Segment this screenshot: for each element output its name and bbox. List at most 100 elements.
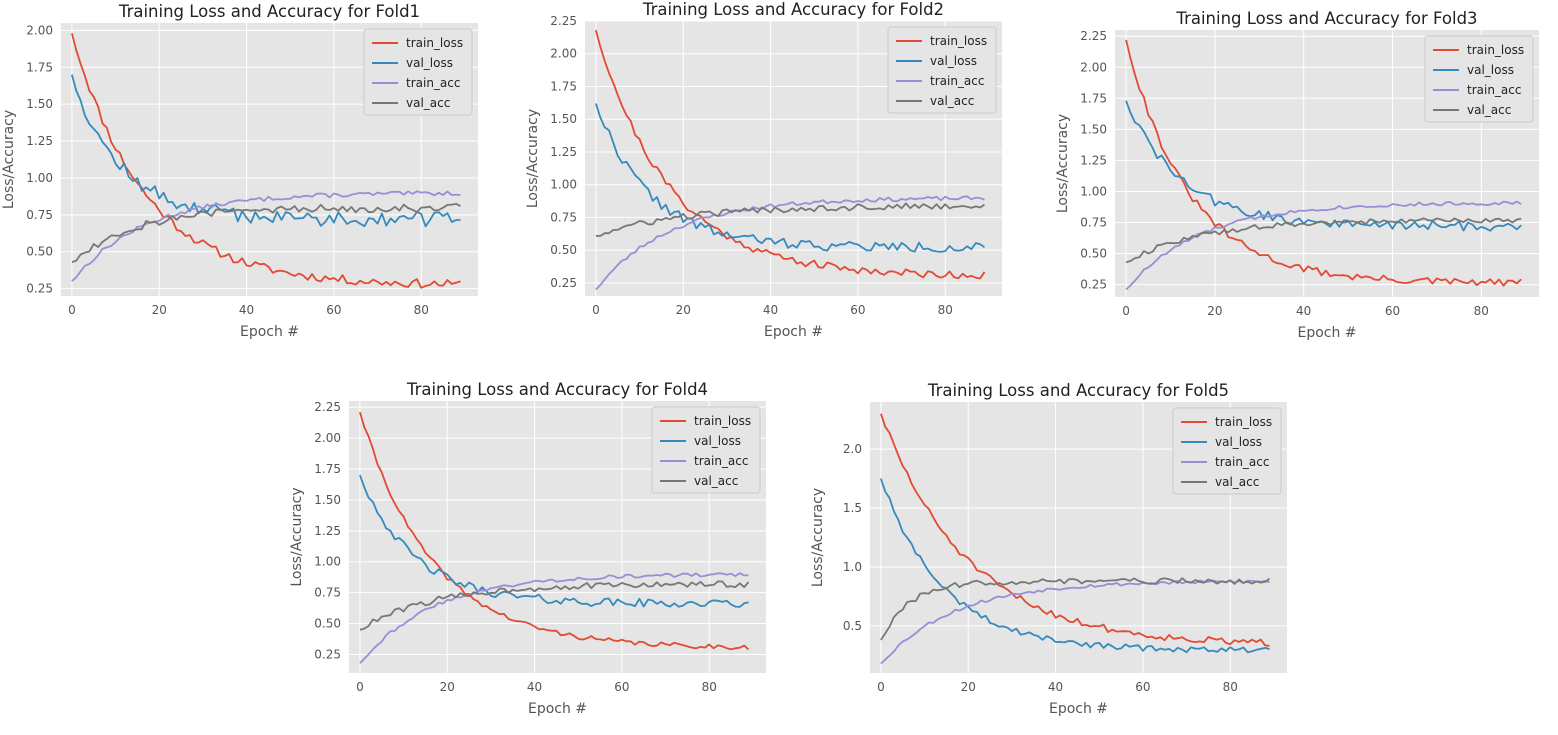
series-line-train-acc (71, 190, 461, 282)
x-tick-label: 60 (1385, 304, 1400, 318)
chart-title: Training Loss and Accuracy for Fold2 (642, 0, 944, 19)
chart-title: Training Loss and Accuracy for Fold1 (118, 2, 420, 21)
legend-entry: val_loss (1467, 63, 1514, 77)
x-axis-label: Epoch # (764, 324, 823, 340)
legend-entry: train_loss (1215, 415, 1272, 429)
x-tick-label: 20 (440, 680, 455, 694)
y-tick-label: 1.50 (1080, 122, 1107, 136)
legend-entry: val_acc (406, 96, 450, 110)
x-tick-label: 60 (1135, 680, 1150, 694)
legend-entry: val_acc (1215, 475, 1259, 489)
y-axis-label: Loss/Accuracy (1055, 114, 1071, 213)
y-tick-label: 0.50 (550, 243, 577, 257)
chart-fold-1: 0 20 40 60 80 0.25 0.50 0.75 1.00 1.25 1.50 1.75 2.0… (1, 2, 478, 340)
x-tick-label: 40 (527, 680, 542, 694)
series-line-val-loss (359, 474, 749, 608)
x-tick-label: 40 (1048, 680, 1063, 694)
chart-fold-3: 0 20 40 60 80 0.25 0.50 0.75 1.00 1.25 1.50 1.75 2.0… (1055, 9, 1539, 341)
y-tick-label: 1.75 (550, 79, 577, 93)
series-line-train-acc (595, 195, 985, 291)
x-tick-label: 60 (326, 303, 341, 317)
legend-entry: train_acc (1215, 455, 1269, 469)
y-tick-label: 1.25 (1080, 153, 1107, 167)
y-axis-label: Loss/Accuracy (525, 109, 541, 208)
y-tick-label: 2.25 (314, 400, 341, 414)
legend-entry: train_acc (930, 74, 984, 88)
y-tick-label: 1.00 (314, 555, 341, 569)
legend-entry: train_acc (694, 454, 748, 468)
y-tick-label: 2.00 (314, 431, 341, 445)
y-tick-label: 1.0 (843, 560, 862, 574)
legend-entry: train_loss (1467, 43, 1524, 57)
legend-entry: val_acc (694, 474, 738, 488)
y-tick-label: 2.25 (550, 14, 577, 28)
y-tick-label: 0.75 (314, 586, 341, 600)
series-line-val-loss (71, 74, 461, 228)
series-line-val-acc (880, 577, 1271, 641)
y-tick-label: 1.00 (26, 171, 53, 185)
x-tick-label: 20 (961, 680, 976, 694)
x-tick-label: 0 (877, 680, 885, 694)
y-tick-label: 1.00 (1080, 184, 1107, 198)
x-tick-label: 20 (676, 303, 691, 317)
y-tick-label: 1.75 (314, 462, 341, 476)
legend-entry: val_loss (930, 54, 977, 68)
y-tick-label: 1.50 (550, 112, 577, 126)
y-tick-label: 1.5 (843, 501, 862, 515)
y-tick-label: 0.25 (550, 276, 577, 290)
legend-entry: val_loss (406, 56, 453, 70)
y-tick-label: 2.00 (1080, 60, 1107, 74)
x-tick-label: 0 (356, 680, 364, 694)
legend-entry: train_acc (1467, 83, 1521, 97)
y-tick-label: 2.00 (550, 47, 577, 61)
y-tick-label: 2.00 (26, 23, 53, 37)
x-tick-label: 80 (1223, 680, 1238, 694)
series-line-train-loss (1125, 39, 1522, 287)
legend-entry: train_acc (406, 76, 460, 90)
x-tick-label: 60 (850, 303, 865, 317)
y-tick-label: 1.50 (314, 493, 341, 507)
series-line-val-loss (595, 103, 986, 253)
x-axis-label: Epoch # (528, 701, 587, 717)
y-tick-label: 0.25 (26, 282, 53, 296)
y-tick-label: 0.50 (26, 245, 53, 259)
x-tick-label: 40 (763, 303, 778, 317)
y-axis-label: Loss/Accuracy (289, 487, 305, 586)
y-tick-label: 0.50 (314, 617, 341, 631)
x-tick-label: 80 (702, 680, 717, 694)
y-tick-label: 0.5 (843, 619, 862, 633)
y-tick-label: 1.75 (26, 60, 53, 74)
legend-entry: val_acc (930, 94, 974, 108)
y-tick-label: 0.50 (1080, 247, 1107, 261)
legend-entry: train_loss (930, 34, 987, 48)
y-tick-label: 0.25 (1080, 278, 1107, 292)
x-tick-label: 80 (938, 303, 953, 317)
legend (1424, 35, 1534, 123)
series-line-train-loss (595, 29, 986, 280)
legend-entry: val_acc (1467, 103, 1511, 117)
legend (1172, 407, 1282, 495)
chart-fold-4: 0 20 40 60 80 0.25 0.50 0.75 1.00 1.25 1.50 1.75 2.0… (289, 380, 766, 717)
series-line-val-acc (595, 202, 986, 237)
x-tick-label: 40 (1296, 304, 1311, 318)
y-tick-label: 0.25 (314, 647, 341, 661)
x-tick-label: 0 (68, 303, 76, 317)
x-tick-label: 80 (414, 303, 429, 317)
y-tick-label: 1.25 (314, 524, 341, 538)
legend-entry: val_loss (1215, 435, 1262, 449)
legend (363, 28, 473, 116)
legend (651, 406, 761, 494)
series-line-train-loss (359, 411, 750, 651)
x-tick-label: 60 (614, 680, 629, 694)
x-axis-label: Epoch # (1297, 325, 1356, 341)
chart-fold-2: 0 20 40 60 80 0.25 0.50 0.75 1.00 1.25 1.50 1.75 2.0… (525, 0, 1002, 340)
y-tick-label: 0.75 (550, 210, 577, 224)
x-tick-label: 0 (592, 303, 600, 317)
chart-title: Training Loss and Accuracy for Fold3 (1175, 9, 1477, 28)
x-tick-label: 20 (1207, 304, 1222, 318)
x-tick-label: 80 (1474, 304, 1489, 318)
series-line-val-acc (359, 580, 750, 631)
x-tick-label: 20 (152, 303, 167, 317)
x-tick-label: 40 (239, 303, 254, 317)
